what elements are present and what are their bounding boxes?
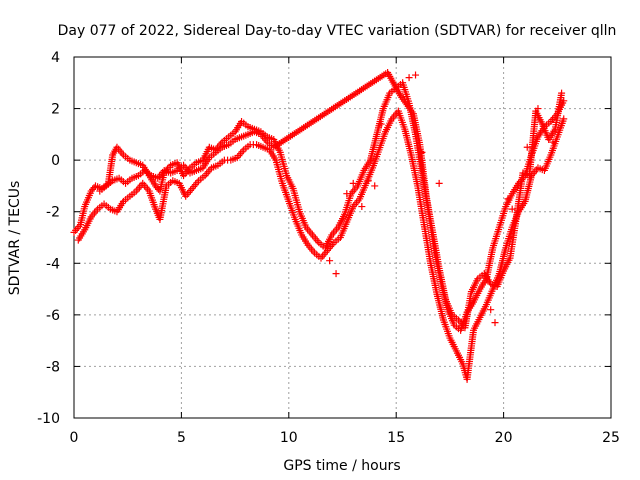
y-tick-label: -6 [46,308,60,324]
y-axis-label: SDTVAR / TECUs [7,181,23,296]
plus-marker [487,306,495,314]
y-tick-label: -8 [46,359,60,375]
plus-marker [491,319,499,327]
plus-marker [358,203,366,211]
plus-marker [549,138,557,146]
plus-marker [349,179,357,187]
data-points [70,68,568,383]
x-tick-label: 10 [280,430,298,446]
plus-marker [508,205,516,213]
plus-marker [435,179,443,187]
plus-marker [343,190,351,198]
plus-marker [371,182,379,190]
y-tick-label: -4 [46,256,60,272]
y-tick-label: 2 [51,102,60,118]
plus-marker [523,143,531,151]
chart-title: Day 077 of 2022, Sidereal Day-to-day VTE… [58,23,617,39]
axis-ticks [73,56,612,419]
plus-marker [405,74,413,82]
y-tick-label: 4 [51,50,60,66]
plus-marker [534,105,542,113]
plus-marker [412,71,420,79]
x-tick-label: 15 [387,430,405,446]
plus-marker [418,148,426,156]
y-tick-label: -2 [46,205,60,221]
plot-frame [73,56,612,419]
plus-marker [558,89,566,97]
plus-marker [560,115,568,123]
plus-marker [364,177,372,185]
plus-marker [326,257,334,265]
y-tick-labels: 4 2 0 -2 -4 -6 -8 -10 [37,50,60,427]
plus-marker [377,120,385,128]
x-axis-label: GPS time / hours [283,458,400,474]
plus-marker [560,97,568,105]
x-tick-labels: 0 5 10 15 20 25 [70,430,620,446]
y-tick-label: 0 [51,153,60,169]
x-tick-label: 25 [602,430,620,446]
x-tick-label: 20 [495,430,513,446]
x-tick-label: 0 [70,430,79,446]
x-tick-label: 5 [177,430,186,446]
plus-marker [504,195,512,203]
y-tick-label: -10 [37,411,60,427]
plus-marker [332,270,340,278]
